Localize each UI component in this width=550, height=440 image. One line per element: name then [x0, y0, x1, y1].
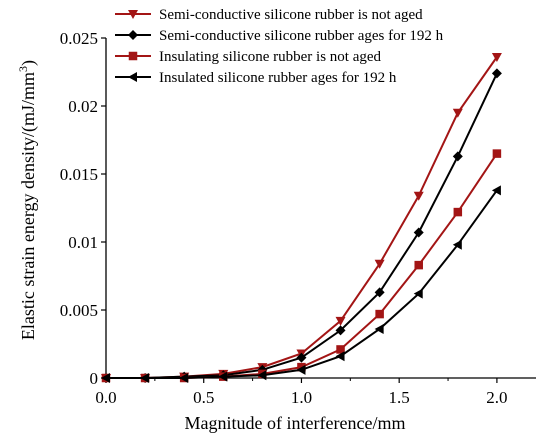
x-tick-label: 2.0	[486, 388, 507, 407]
x-axis-title: Magnitude of interference/mm	[185, 413, 406, 433]
x-tick-label: 0.0	[95, 388, 116, 407]
data-point	[218, 371, 228, 382]
legend-label: Semi-conductive silicone rubber is not a…	[159, 7, 423, 23]
data-point	[492, 149, 502, 158]
series-line	[106, 56, 498, 379]
x-tick-label: 1.5	[389, 388, 410, 407]
legend-label: Insulating silicone rubber is not aged	[159, 49, 382, 65]
series-4	[101, 185, 501, 383]
data-point	[491, 68, 502, 79]
data-point	[453, 207, 463, 217]
x-ticks: 0.0 0.5 1.0 1.5 2.0	[95, 378, 508, 407]
legend-label: Semi-conductive silicone rubber ages for…	[159, 28, 444, 44]
data-point	[296, 352, 307, 363]
legend-label: Insulated silicone rubber ages for 192 h	[159, 70, 397, 86]
data-point	[374, 259, 385, 269]
data-point	[335, 351, 345, 362]
y-axis-title: Elastic strain energy density/(mJ/mm3)	[16, 60, 39, 340]
legend-item-2: Semi-conductive silicone rubber ages for…	[115, 28, 444, 44]
x-tick-label: 1.0	[291, 388, 312, 407]
series-line	[106, 153, 498, 379]
legend-marker	[128, 51, 138, 61]
y-ticks: 0 0.005 0.01 0.015 0.02 0.025	[60, 29, 106, 388]
series-2	[101, 68, 502, 383]
data-point	[452, 239, 462, 250]
data-point	[413, 191, 424, 201]
data-point	[413, 227, 424, 238]
data-point	[140, 373, 150, 383]
data-point	[336, 345, 345, 354]
y-tick-label: 0	[90, 369, 99, 388]
y-axis-title-close: )	[18, 60, 39, 66]
data-point	[491, 185, 501, 196]
data-point	[335, 325, 346, 336]
data-point	[452, 108, 463, 118]
legend-marker	[128, 10, 138, 19]
y-tick-label: 0.02	[68, 97, 98, 116]
data-point	[414, 260, 423, 270]
legend-item-1: Semi-conductive silicone rubber is not a…	[115, 7, 423, 23]
data-point	[374, 324, 384, 335]
series-1	[101, 53, 502, 383]
y-tick-label: 0.025	[60, 29, 98, 48]
data-point	[101, 373, 110, 383]
data-point	[335, 316, 346, 326]
data-point	[452, 151, 463, 162]
y-tick-label: 0.005	[60, 301, 98, 320]
data-point	[179, 373, 189, 383]
series-layer	[101, 53, 502, 383]
legend-marker	[128, 72, 137, 82]
data-point	[375, 309, 384, 319]
legend-marker	[128, 30, 138, 40]
axes	[105, 38, 536, 379]
x-tick-label: 0.5	[193, 388, 214, 407]
data-point	[296, 364, 306, 375]
legend-item-4: Insulated silicone rubber ages for 192 h	[115, 70, 397, 86]
y-axis-title-main: Elastic strain energy density/(mJ/mm	[18, 72, 39, 340]
data-point	[257, 370, 267, 381]
y-tick-label: 0.015	[60, 165, 98, 184]
data-point	[491, 53, 502, 63]
series-line	[106, 72, 498, 379]
data-point	[374, 287, 385, 298]
y-axis-title-superscript: 3	[16, 66, 30, 72]
legend: Semi-conductive silicone rubber is not a…	[115, 7, 444, 86]
data-point	[413, 288, 423, 299]
y-tick-label: 0.01	[68, 233, 98, 252]
legend-item-3: Insulating silicone rubber is not aged	[115, 49, 382, 65]
